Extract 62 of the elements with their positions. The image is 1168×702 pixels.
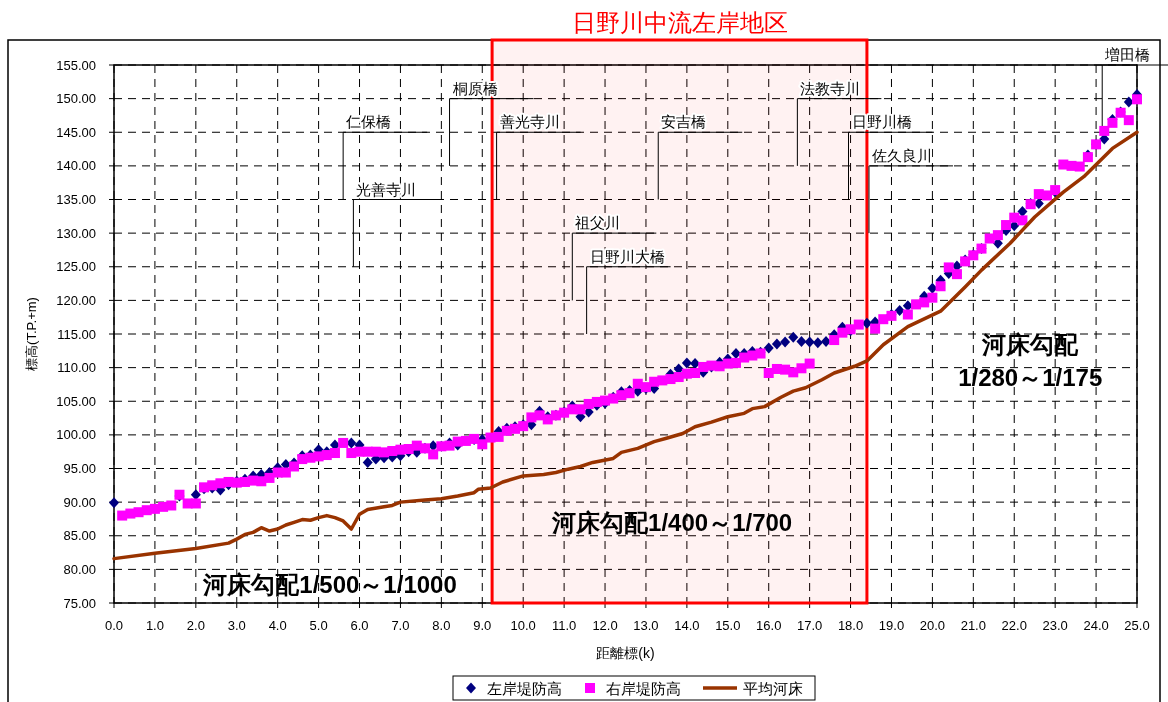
x-tick-label: 16.0 — [756, 618, 782, 633]
x-tick-label: 7.0 — [391, 618, 410, 633]
y-tick-label: 105.00 — [56, 393, 96, 409]
x-tick-label: 11.0 — [551, 618, 577, 633]
x-tick-label: 23.0 — [1042, 618, 1068, 633]
y-tick-label: 95.00 — [63, 461, 96, 476]
x-axis-title: 距離標(k) — [596, 645, 655, 661]
y-tick-label: 155.00 — [56, 57, 96, 73]
annotation: 安吉橋 — [661, 113, 707, 131]
x-tick-label: 8.0 — [432, 618, 451, 633]
x-tick-label: 0.0 — [104, 618, 124, 633]
annotation: 光善寺川 — [356, 180, 417, 198]
legend-label: 左岸堤防高 — [487, 679, 562, 697]
x-tick-label: 6.0 — [350, 618, 369, 633]
x-tick-label: 10.0 — [510, 618, 536, 633]
y-tick-label: 85.00 — [63, 528, 96, 544]
x-tick-label: 13.0 — [633, 618, 659, 633]
x-tick-label: 25.0 — [1124, 618, 1150, 633]
y-tick-label: 140.00 — [56, 158, 96, 174]
annotation: 善光寺川 — [499, 113, 560, 131]
x-tick-label: 12.0 — [592, 618, 618, 633]
annotation: 法教寺川 — [800, 79, 861, 97]
annotation: 日野川大橋 — [589, 247, 665, 265]
y-tick-label: 115.00 — [57, 326, 96, 342]
y-tick-label: 80.00 — [63, 561, 96, 577]
x-tick-label: 3.0 — [227, 618, 246, 633]
y-axis-title: 標高(T.P.+m) — [24, 297, 39, 371]
y-tick-label: 135.00 — [56, 192, 96, 207]
y-tick-label: 145.00 — [56, 124, 96, 140]
x-tick-label: 21.0 — [960, 618, 986, 633]
x-tick-label: 14.0 — [674, 618, 700, 633]
annotation: 仁保橋 — [345, 113, 392, 131]
x-tick-label: 24.0 — [1083, 618, 1109, 633]
x-tick-label: 17.0 — [796, 618, 823, 633]
legend-label: 平均河床 — [743, 679, 803, 697]
x-tick-label: 15.0 — [715, 618, 741, 633]
annotation: 河床勾配 1/280～1/175 — [958, 331, 1103, 392]
annotation: 祖父川 — [575, 214, 621, 232]
annotation: 河床勾配1/500～1/1000 — [202, 571, 457, 599]
y-tick-label: 125.00 — [56, 259, 96, 275]
x-tick-label: 5.0 — [309, 618, 328, 633]
y-tick-label: 110.00 — [57, 360, 96, 376]
y-tick-label: 130.00 — [56, 225, 96, 241]
annotation: 佐久良川 — [871, 146, 932, 164]
x-tick-label: 18.0 — [837, 618, 864, 633]
x-tick-label: 2.0 — [186, 618, 205, 633]
y-tick-label: 75.00 — [63, 595, 96, 611]
y-tick-label: 100.00 — [56, 427, 96, 443]
y-tick-label: 120.00 — [56, 292, 96, 308]
annotation: 河床勾配1/400～1/700 — [551, 508, 793, 536]
line-series — [112, 130, 1139, 561]
x-tick-label: 19.0 — [878, 618, 905, 633]
band-label: 日野川中流左岸地区 — [571, 8, 788, 36]
y-tick-label: 150.00 — [56, 91, 96, 107]
legend-label: 右岸堤防高 — [606, 679, 681, 697]
x-tick-label: 4.0 — [268, 618, 287, 633]
text: 増田橋 — [1104, 46, 1151, 63]
x-tick-label: 22.0 — [1001, 618, 1027, 633]
x-tick-label: 9.0 — [473, 618, 492, 633]
x-tick-label: 1.0 — [145, 618, 164, 633]
x-tick-label: 20.0 — [919, 618, 946, 633]
y-tick-label: 90.00 — [63, 494, 96, 510]
